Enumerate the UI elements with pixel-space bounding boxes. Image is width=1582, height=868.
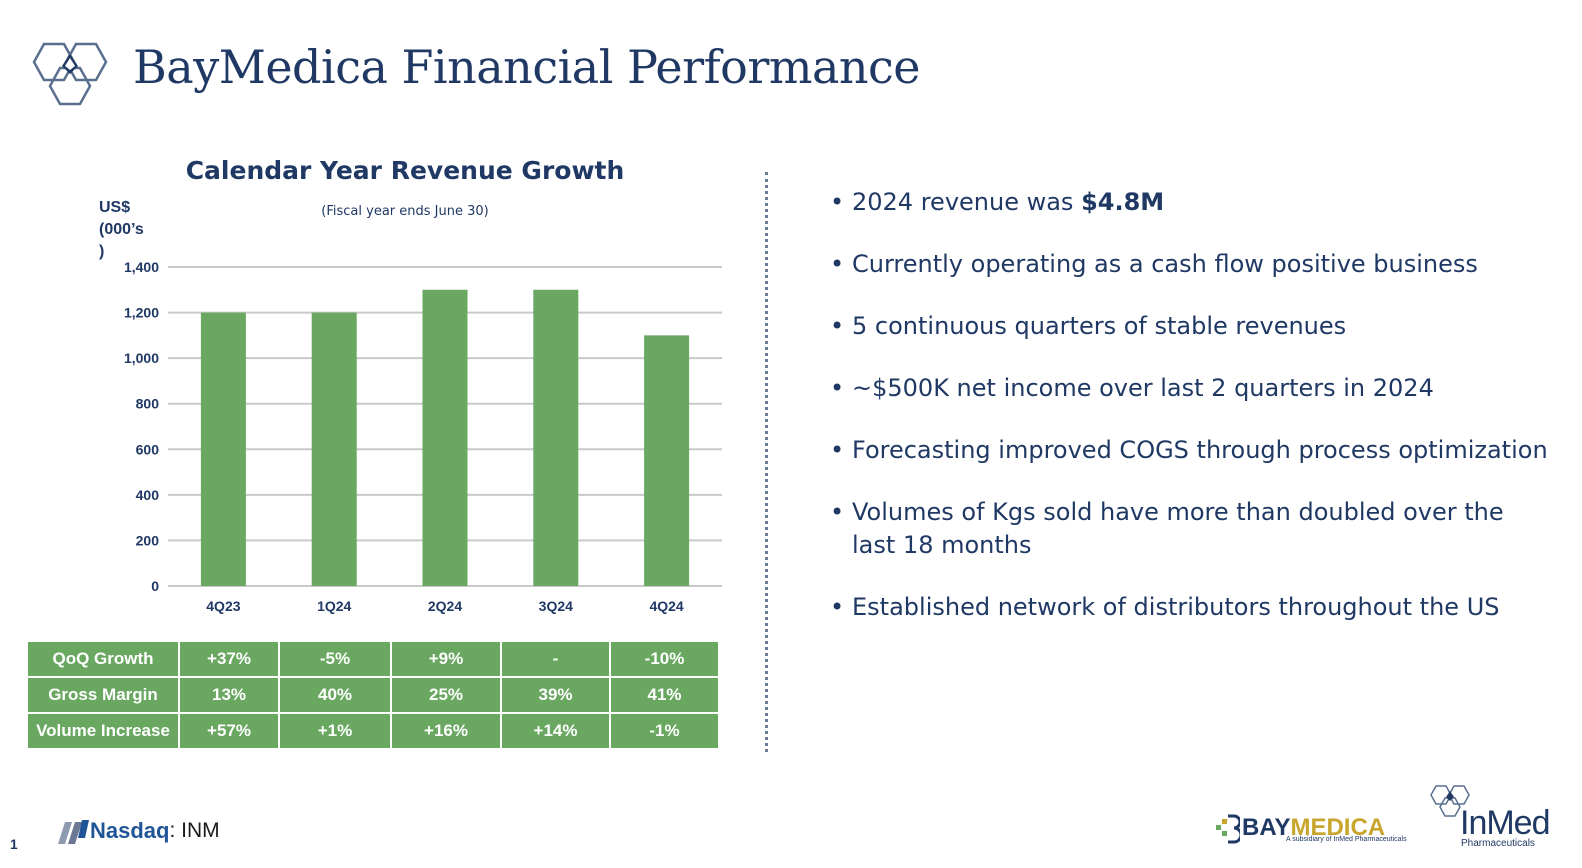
table-cell: - bbox=[500, 640, 611, 678]
highlights-list: 2024 revenue was $4.8M Currently operatin… bbox=[830, 186, 1550, 653]
bar-4q23 bbox=[200, 312, 246, 586]
x-tick-label: 1Q24 bbox=[317, 598, 351, 614]
bar-4q24 bbox=[644, 335, 690, 586]
row-label: Gross Margin bbox=[26, 676, 180, 714]
table-cell: +1% bbox=[278, 712, 392, 750]
hexagon-cluster-icon bbox=[32, 42, 108, 106]
list-item: Forecasting improved COGS through proces… bbox=[830, 434, 1550, 467]
revenue-bar-chart: 0 200 400 600 800 1,000 1,200 1,400 4Q23 1Q24 2Q24… bbox=[124, 259, 722, 614]
y-tick-label: 1,200 bbox=[124, 305, 159, 321]
inmed-hexagon-icon bbox=[1430, 785, 1470, 817]
y-tick-label: 400 bbox=[136, 487, 160, 503]
baymedica-wordmark: BAYMEDICA bbox=[1242, 814, 1386, 841]
list-item: 2024 revenue was $4.8M bbox=[830, 186, 1550, 219]
table-cell: -5% bbox=[278, 640, 392, 678]
list-item: 5 continuous quarters of stable revenues bbox=[830, 310, 1550, 343]
table-cell: -10% bbox=[609, 640, 720, 678]
metrics-table: QoQ Growth +37% -5% +9% - -10% Gross Margin 13%… bbox=[26, 640, 720, 750]
table-cell: 39% bbox=[500, 676, 611, 714]
row-label: QoQ Growth bbox=[26, 640, 180, 678]
table-cell: 25% bbox=[390, 676, 502, 714]
table-cell: +57% bbox=[178, 712, 280, 750]
table-cell: +37% bbox=[178, 640, 280, 678]
chart-subtitle: (Fiscal year ends June 30) bbox=[321, 204, 489, 219]
x-tick-label: 4Q23 bbox=[206, 598, 240, 614]
row-label: Volume Increase bbox=[26, 712, 180, 750]
x-tick-label: 4Q24 bbox=[649, 598, 683, 614]
y-tick-label: 200 bbox=[136, 532, 160, 548]
table-cell: +9% bbox=[390, 640, 502, 678]
table-cell: 40% bbox=[278, 676, 392, 714]
list-item: Volumes of Kgs sold have more than doubl… bbox=[830, 496, 1550, 562]
list-item: Established network of distributors thro… bbox=[830, 591, 1550, 624]
table-cell: +14% bbox=[500, 712, 611, 750]
table-cell: -1% bbox=[609, 712, 720, 750]
nasdaq-wordmark: Nasdaq bbox=[90, 818, 170, 843]
list-item: Currently operating as a cash flow posit… bbox=[830, 248, 1550, 281]
chart-title: Calendar Year Revenue Growth bbox=[185, 156, 625, 185]
x-tick-label: 3Q24 bbox=[539, 598, 573, 614]
y-axis-label: US$ (000’s) bbox=[99, 199, 144, 260]
y-tick-label: 800 bbox=[136, 396, 160, 412]
nasdaq-icon bbox=[58, 820, 89, 844]
nasdaq-listing: Nasdaq: INM bbox=[56, 816, 220, 850]
y-tick-label: 600 bbox=[136, 441, 160, 457]
table-row: Gross Margin 13% 40% 25% 39% 41% bbox=[26, 676, 720, 714]
page-title: BayMedica Financial Performance bbox=[133, 40, 921, 94]
x-tick-label: 2Q24 bbox=[428, 598, 462, 614]
baymedica-logo: BAYMEDICA bbox=[1214, 812, 1394, 852]
inmed-tagline: Pharmaceuticals bbox=[1461, 838, 1535, 849]
inmed-wordmark: InMed bbox=[1460, 804, 1550, 842]
baymedica-mark-icon bbox=[1216, 814, 1240, 844]
y-tick-label: 1,000 bbox=[124, 350, 159, 366]
page-number: 1 bbox=[10, 836, 18, 852]
list-item: ~$500K net income over last 2 quarters i… bbox=[830, 372, 1550, 405]
dotted-divider bbox=[765, 172, 768, 752]
table-cell: +16% bbox=[390, 712, 502, 750]
y-tick-label: 0 bbox=[151, 578, 159, 594]
table-row: Volume Increase +57% +1% +16% +14% -1% bbox=[26, 712, 720, 750]
ticker-symbol: : INM bbox=[169, 819, 220, 842]
bar-2q24 bbox=[422, 289, 468, 586]
baymedica-tagline: A subsidiary of InMed Pharmaceuticals bbox=[1286, 836, 1407, 843]
bar-3q24 bbox=[533, 289, 579, 586]
y-tick-label: 1,400 bbox=[124, 259, 159, 275]
table-cell: 41% bbox=[609, 676, 720, 714]
bar-1q24 bbox=[311, 312, 357, 586]
table-row: QoQ Growth +37% -5% +9% - -10% bbox=[26, 640, 720, 678]
table-cell: 13% bbox=[178, 676, 280, 714]
